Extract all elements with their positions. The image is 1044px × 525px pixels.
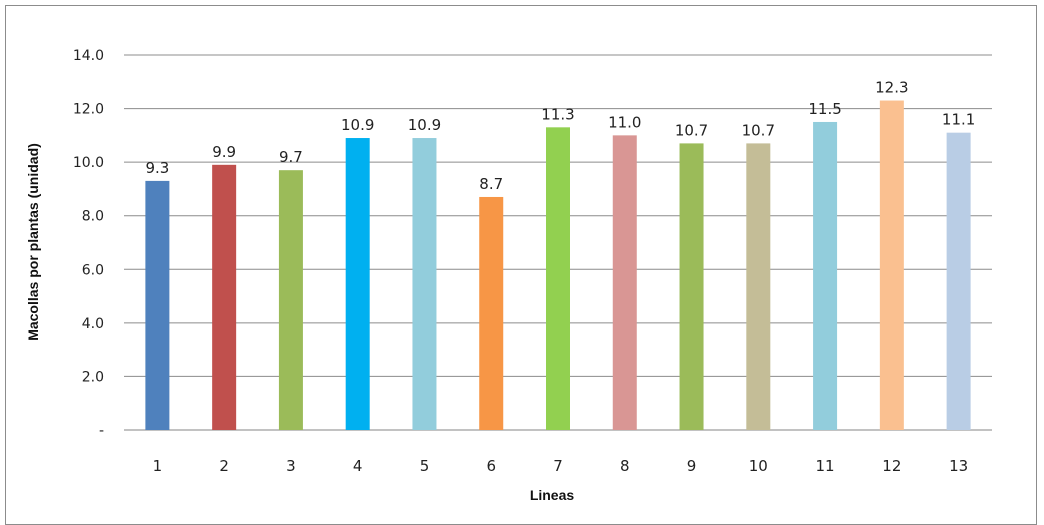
data-label-11: 11.5	[808, 100, 841, 118]
bar-9	[679, 143, 704, 430]
x-tick-label: 1	[153, 457, 163, 475]
x-tick-label: 10	[749, 457, 768, 475]
y-tick-label: 4.0	[82, 316, 104, 332]
bar-chart: - 2.0 4.0 6.0 8.0 10.0 12.0 14.0 9.3 9.9 9.7 10.9 1…	[25, 48, 992, 503]
y-axis-title: Macollas por plantas (unidad)	[25, 143, 41, 341]
bar-12	[879, 100, 904, 431]
data-label-5: 10.9	[408, 116, 441, 134]
x-tick-label: 5	[420, 457, 430, 475]
data-label-8: 11.0	[608, 113, 641, 131]
bars	[145, 100, 971, 431]
data-label-12: 12.3	[875, 79, 908, 97]
x-tick-label: 3	[286, 457, 296, 475]
x-tick-label: 11	[816, 457, 835, 475]
x-tick-label: 12	[882, 457, 901, 475]
x-tick-label: 13	[949, 457, 968, 475]
bar-3	[278, 170, 303, 430]
data-label-10: 10.7	[742, 121, 775, 139]
data-label-13: 11.1	[942, 111, 975, 129]
y-tick-label: 12.0	[73, 102, 104, 118]
chart-frame	[5, 5, 1037, 525]
data-label-3: 9.7	[279, 148, 303, 166]
data-label-2: 9.9	[212, 143, 236, 161]
bar-13	[946, 132, 971, 430]
bar-4	[345, 138, 370, 431]
x-tick-label: 4	[353, 457, 363, 475]
y-axis-ticks: - 2.0 4.0 6.0 8.0 10.0 12.0 14.0	[73, 48, 104, 439]
bar-2	[212, 164, 237, 431]
data-label-1: 9.3	[145, 159, 169, 177]
y-tick-label: -	[99, 423, 104, 439]
x-tick-label: 9	[687, 457, 697, 475]
y-tick-label: 2.0	[82, 369, 104, 385]
x-axis-title: Lineas	[530, 487, 575, 503]
x-axis-ticks: 1 2 3 4 5 6 7 8 9 10 11 12 13	[153, 457, 969, 475]
bar-6	[479, 196, 504, 430]
data-label-7: 11.3	[541, 105, 574, 123]
bar-7	[546, 127, 570, 431]
y-tick-label: 14.0	[73, 48, 104, 64]
y-tick-label: 10.0	[73, 155, 104, 171]
x-tick-label: 8	[620, 457, 630, 475]
x-tick-label: 7	[553, 457, 563, 475]
bar-1	[145, 180, 170, 430]
bar-5	[412, 138, 437, 431]
data-label-4: 10.9	[341, 116, 374, 134]
data-label-6: 8.7	[479, 175, 503, 193]
y-tick-label: 8.0	[82, 209, 104, 225]
x-tick-label: 2	[219, 457, 229, 475]
bar-8	[612, 135, 637, 430]
data-label-9: 10.7	[675, 121, 708, 139]
data-labels: 9.3 9.9 9.7 10.9 10.9 8.7 11.3 11.0 10.7 10.7 11.5…	[145, 79, 975, 193]
bar-10	[746, 143, 771, 430]
bar-11	[813, 121, 838, 430]
y-tick-label: 6.0	[82, 262, 104, 278]
x-tick-label: 6	[486, 457, 496, 475]
